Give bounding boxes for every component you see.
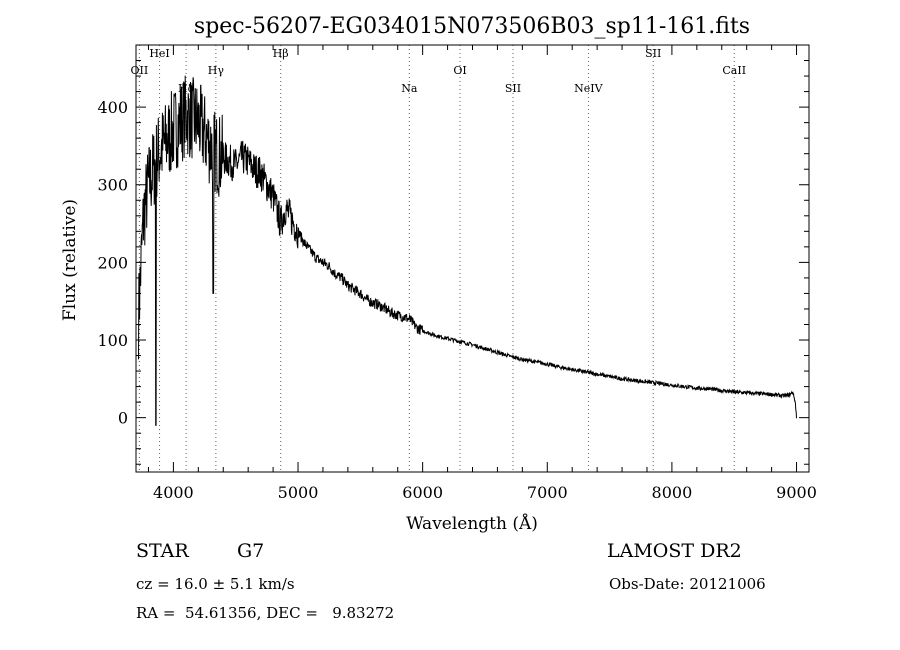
line-marker-label: Hβ [273,47,289,60]
y-tick-label: 200 [97,253,128,272]
line-marker-label: Hγ [208,64,225,77]
y-axis-label: Flux (relative) [60,199,80,321]
data-release: LAMOST DR2 [607,540,742,562]
x-axis-label: Wavelength (Å) [406,513,538,534]
x-tick-label: 9000 [776,483,817,502]
chart-title: spec-56207-EG034015N073506B03_sp11-161.f… [194,14,750,39]
plot-frame [135,44,810,473]
spectrum-line [138,75,797,426]
line-marker-label: NeIV [574,82,603,95]
line-marker-label: CaII [722,64,746,77]
x-tick-label: 5000 [278,483,319,502]
line-marker-label: SII [645,47,661,60]
observation-date: Obs-Date: 20121006 [609,575,766,593]
x-tick-label: 8000 [652,483,693,502]
y-tick-label: 400 [97,98,128,117]
line-marker-label: OII [131,64,149,77]
y-tick-label: 300 [97,176,128,195]
line-marker-label: OI [453,64,466,77]
x-tick-label: 7000 [527,483,568,502]
object-class: STAR [136,540,189,562]
object-subclass: G7 [237,540,265,562]
y-axis: 0 100 200 300 400 [97,44,809,465]
redshift-info: cz = 16.0 ± 5.1 km/s [136,575,295,593]
x-axis: 4000 5000 6000 7000 8000 9000 [147,45,817,502]
line-marker-label: SII [505,82,521,95]
x-tick-label: 4000 [153,483,194,502]
line-marker-label: Na [401,82,418,95]
y-tick-label: 100 [97,331,128,350]
y-tick-label: 0 [118,409,128,428]
x-tick-label: 6000 [402,483,443,502]
coordinates-info: RA = 54.61356, DEC = 9.83272 [136,604,395,622]
line-marker-label: HeI [149,47,169,60]
